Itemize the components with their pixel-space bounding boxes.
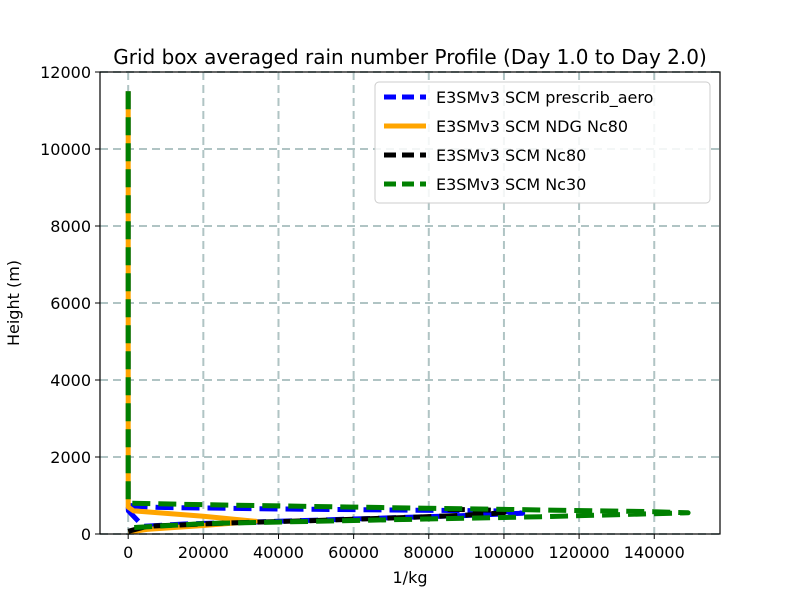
x-tick-label: 80000 — [403, 543, 454, 562]
x-tick-label: 100000 — [473, 543, 534, 562]
series-layer — [125, 91, 691, 535]
x-tick-label: 0 — [123, 543, 133, 562]
x-axis-label: 1/kg — [393, 568, 428, 587]
y-tick-label: 6000 — [50, 294, 91, 313]
chart-title: Grid box averaged rain number Profile (D… — [113, 45, 707, 69]
series-line-e3smv3-scm-nc30 — [125, 91, 691, 531]
x-tick-label: 60000 — [328, 543, 379, 562]
y-tick-label: 2000 — [50, 448, 91, 467]
x-tick-label: 40000 — [253, 543, 304, 562]
ticks: 0 20000 40000 60000 80000 100000 120000 140000 0… — [40, 63, 685, 562]
legend-label: E3SMv3 SCM Nc30 — [436, 175, 586, 194]
legend: E3SMv3 SCM prescrib_aero E3SMv3 SCM NDG N… — [374, 81, 711, 204]
x-tick-label: 20000 — [178, 543, 229, 562]
x-tick-label: 140000 — [624, 543, 685, 562]
legend-box — [374, 81, 711, 204]
y-tick-label: 4000 — [50, 371, 91, 390]
legend-label: E3SMv3 SCM NDG Nc80 — [436, 117, 628, 136]
y-axis-label: Height (m) — [4, 260, 23, 346]
y-tick-label: 0 — [81, 525, 91, 544]
y-tick-label: 8000 — [50, 217, 91, 236]
legend-label: E3SMv3 SCM Nc80 — [436, 146, 586, 165]
x-tick-label: 120000 — [549, 543, 610, 562]
y-tick-label: 12000 — [40, 63, 91, 82]
y-tick-label: 10000 — [40, 140, 91, 159]
legend-label: E3SMv3 SCM prescrib_aero — [436, 88, 653, 108]
